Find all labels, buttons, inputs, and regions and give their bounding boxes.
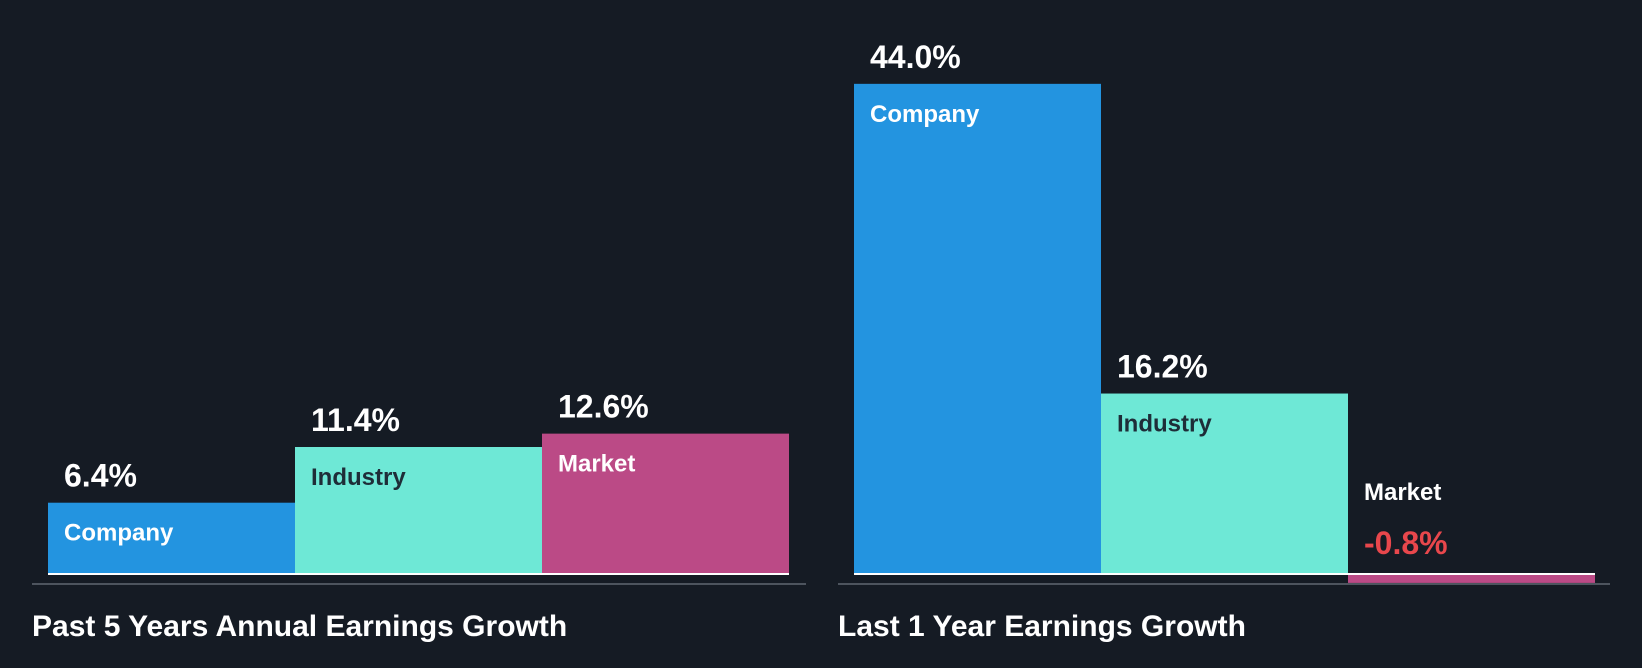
chart-panel-1: 6.4% Company 11.4% Industry 12.6% Market Past …	[32, 389, 806, 643]
category-label-market: Market	[558, 451, 635, 478]
category-label-company: Company	[870, 101, 980, 128]
category-label-industry: Industry	[1117, 411, 1212, 438]
value-label-market: 12.6%	[558, 389, 649, 425]
value-label-market: -0.8%	[1364, 525, 1448, 561]
bar-industry	[295, 447, 542, 574]
value-label-industry: 11.4%	[311, 402, 400, 438]
bar-company	[48, 502, 295, 574]
value-label-company: 44.0%	[870, 39, 961, 75]
category-label-market: Market	[1364, 479, 1441, 506]
chart-title: Last 1 Year Earnings Growth	[838, 610, 1246, 643]
value-label-industry: 16.2%	[1117, 349, 1208, 385]
category-label-company: Company	[64, 520, 174, 547]
value-label-company: 6.4%	[64, 458, 137, 494]
chart-panel-2: 44.0% Company 16.2% Industry Market -0.8% Last…	[838, 39, 1610, 643]
bar-market	[1348, 574, 1595, 583]
bar-market	[542, 433, 789, 574]
chart-title: Past 5 Years Annual Earnings Growth	[32, 610, 567, 643]
category-label-industry: Industry	[311, 464, 406, 491]
bar-company	[854, 83, 1101, 574]
bar-industry	[1101, 393, 1348, 574]
